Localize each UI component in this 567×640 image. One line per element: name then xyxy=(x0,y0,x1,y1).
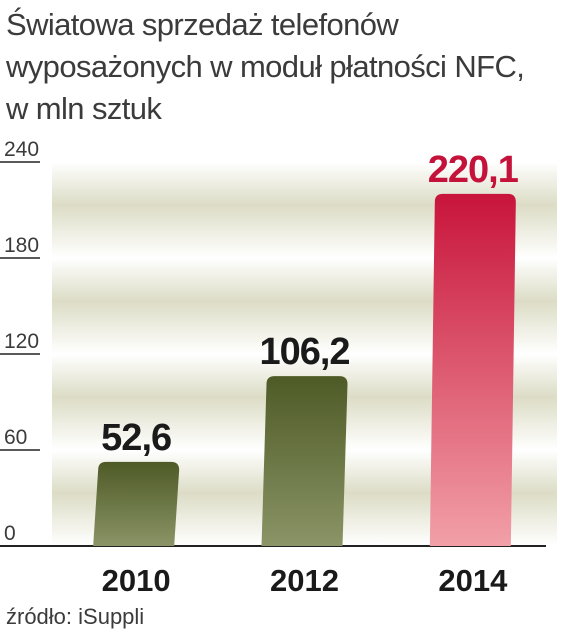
y-tick-label: 0 xyxy=(4,522,16,545)
bar-2010 xyxy=(93,461,180,546)
y-tick-label: 120 xyxy=(4,330,39,353)
value-label-2012: 106,2 xyxy=(259,331,349,373)
y-tick-label: 240 xyxy=(4,138,39,161)
value-label-2010: 52,6 xyxy=(101,417,171,459)
x-tick-label-2014: 2014 xyxy=(438,563,508,598)
chart-title: Światowa sprzedaż telefonów wyposażonych… xyxy=(6,4,562,130)
y-tick-label: 60 xyxy=(4,426,27,449)
source-note: źródło: iSuppli xyxy=(6,604,145,629)
value-label-2014: 220,1 xyxy=(428,149,519,191)
chart-title-line-2: wyposażonych w moduł płatności NFC, xyxy=(6,49,525,84)
bar-2012 xyxy=(261,376,348,546)
x-tick-label-2012: 2012 xyxy=(270,563,339,598)
chart-title-line-1: Światowa sprzedaż telefonów xyxy=(6,7,399,42)
bar-2014 xyxy=(429,193,516,546)
y-tick-label: 180 xyxy=(4,234,39,257)
chart-title-line-3: w mln sztuk xyxy=(6,91,162,126)
x-tick-label-2010: 2010 xyxy=(102,563,171,598)
